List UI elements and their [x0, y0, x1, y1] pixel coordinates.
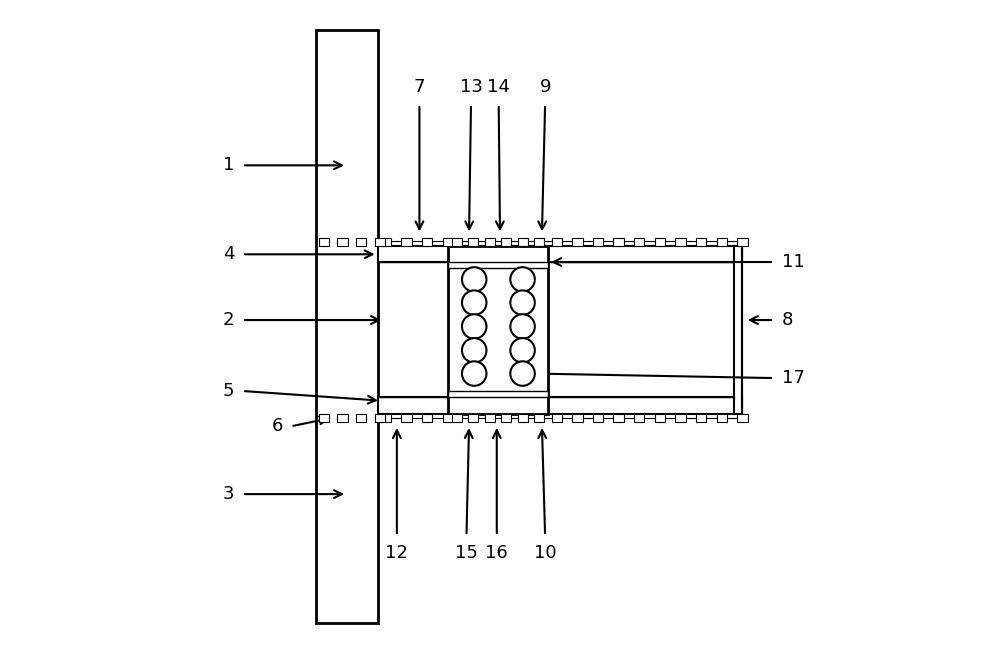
Circle shape	[462, 267, 486, 292]
Bar	[337, 413, 348, 422]
Circle shape	[462, 361, 486, 386]
Bar	[634, 413, 644, 422]
Bar	[552, 238, 562, 246]
Text: 13: 13	[460, 78, 482, 97]
Text: 4: 4	[223, 246, 234, 263]
Text: 6: 6	[271, 417, 283, 436]
Text: 5: 5	[223, 382, 234, 400]
Bar	[375, 413, 385, 422]
Circle shape	[462, 338, 486, 362]
Bar	[593, 413, 603, 422]
Bar	[534, 238, 544, 246]
Bar	[655, 413, 665, 422]
Bar	[552, 413, 562, 422]
Bar	[381, 413, 391, 422]
Bar	[452, 413, 462, 422]
Bar	[717, 413, 727, 422]
Bar	[316, 30, 378, 623]
Bar	[613, 238, 624, 246]
Bar	[356, 413, 366, 422]
Text: 9: 9	[539, 78, 551, 97]
Bar	[468, 238, 478, 246]
Circle shape	[510, 314, 535, 339]
Bar	[448, 391, 548, 398]
Text: 2: 2	[223, 311, 234, 329]
Bar	[375, 238, 385, 246]
Bar	[468, 413, 478, 422]
Bar	[501, 413, 511, 422]
Text: 7: 7	[414, 78, 425, 97]
Bar	[448, 262, 548, 268]
Bar	[634, 238, 644, 246]
Bar	[572, 238, 583, 246]
Bar	[401, 413, 412, 422]
Bar	[655, 238, 665, 246]
Bar	[593, 238, 603, 246]
Bar	[401, 238, 412, 246]
Text: 12: 12	[385, 544, 408, 562]
Text: 10: 10	[534, 544, 556, 562]
Bar	[448, 246, 548, 413]
Circle shape	[510, 267, 535, 292]
Bar	[452, 238, 462, 246]
Circle shape	[510, 291, 535, 315]
Text: 14: 14	[487, 78, 510, 97]
Bar	[501, 238, 511, 246]
Circle shape	[510, 361, 535, 386]
Bar	[534, 413, 544, 422]
Bar	[572, 413, 583, 422]
Text: 15: 15	[455, 544, 478, 562]
Bar	[734, 246, 742, 413]
Bar	[378, 246, 742, 262]
Bar	[613, 413, 624, 422]
Bar	[737, 238, 748, 246]
Bar	[518, 238, 528, 246]
Bar	[381, 238, 391, 246]
Bar	[737, 413, 748, 422]
Bar	[356, 238, 366, 246]
Bar	[485, 238, 495, 246]
Text: 8: 8	[782, 311, 793, 329]
Bar	[696, 413, 706, 422]
Text: 3: 3	[223, 485, 234, 503]
Bar	[675, 238, 686, 246]
Bar	[378, 398, 742, 413]
Circle shape	[462, 291, 486, 315]
Bar	[422, 413, 432, 422]
Bar	[443, 238, 453, 246]
Bar	[518, 413, 528, 422]
Bar	[443, 413, 453, 422]
Bar	[485, 413, 495, 422]
Text: 16: 16	[485, 544, 508, 562]
Bar	[696, 238, 706, 246]
Text: 17: 17	[782, 369, 805, 387]
Text: 1: 1	[223, 156, 234, 174]
Bar	[337, 238, 348, 246]
Bar	[422, 238, 432, 246]
Bar	[717, 238, 727, 246]
Bar	[319, 413, 329, 422]
Bar	[675, 413, 686, 422]
Circle shape	[510, 338, 535, 362]
Circle shape	[462, 314, 486, 339]
Bar	[319, 238, 329, 246]
Text: 11: 11	[782, 253, 804, 271]
